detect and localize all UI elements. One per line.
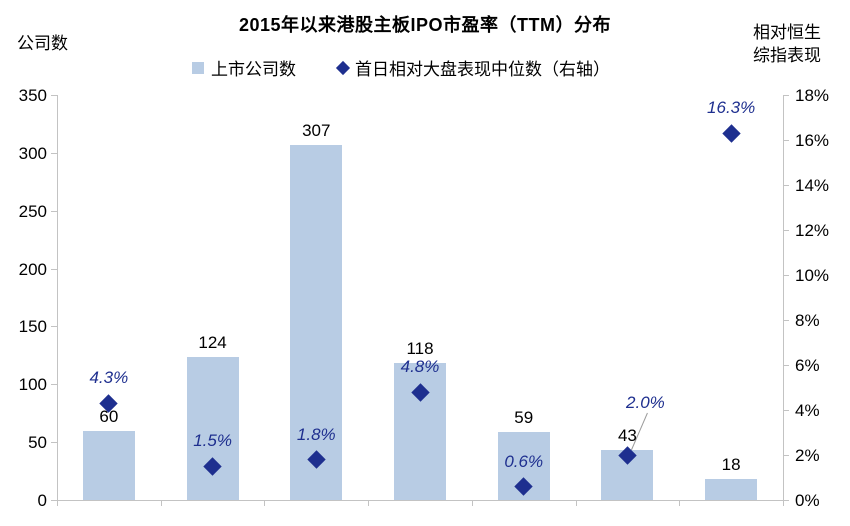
right-axis-tick-label: 8% (795, 311, 820, 330)
x-axis-tick (264, 500, 266, 506)
chart-title: 2015年以来港股主板IPO市盈率（TTM）分布 (238, 15, 612, 35)
diamond-value-label: 1.5% (193, 431, 232, 451)
left-axis-tick (51, 384, 57, 386)
legend-label-bars: 上市公司数 (211, 60, 296, 79)
diamond-value-label: 4.3% (89, 368, 129, 388)
left-axis-tick-label: 350 (18, 86, 47, 105)
right-axis-tick-label: 2% (795, 446, 820, 465)
x-axis-tick (471, 500, 473, 506)
diamond-value-label: 1.8% (296, 424, 336, 444)
bar-value-label: 307 (302, 120, 331, 140)
x-axis-tick (575, 500, 577, 506)
right-axis-tick-label: 16% (795, 131, 830, 150)
right-axis-tick (783, 320, 789, 321)
right-axis-title-line1: 相对恒生 (753, 23, 821, 42)
right-axis-tick-label: 0% (795, 491, 820, 510)
bar-series-swatch-icon (192, 61, 204, 74)
bar (82, 430, 135, 500)
bar-value-label: 43 (617, 426, 637, 446)
left-axis-tick (51, 210, 57, 212)
left-axis-line (57, 95, 58, 500)
right-axis-tick-label: 18% (795, 86, 830, 105)
diamond-value-label: 4.8% (400, 357, 440, 376)
bar (290, 144, 343, 500)
left-axis-tick-label: 150 (18, 317, 47, 337)
x-axis-tick (160, 500, 162, 506)
x-axis-tick (368, 500, 370, 506)
left-axis-tick-label: 300 (18, 143, 47, 163)
right-axis-tick (783, 185, 789, 186)
right-axis-title-line2: 综指表现 (753, 46, 821, 65)
right-axis-tick (783, 455, 789, 456)
bar-value-label: 124 (198, 332, 227, 352)
left-axis-tick (51, 152, 57, 154)
left-axis-tick-label: 100 (18, 375, 47, 395)
right-axis-title: 相对恒生 综指表现 (741, 21, 833, 67)
right-axis-tick (783, 365, 789, 366)
left-axis-tick-label: 0 (37, 491, 47, 510)
x-axis-tick (783, 500, 784, 506)
diamond-value-label: 0.6% (504, 451, 544, 471)
left-axis-tick (51, 442, 57, 444)
left-axis-tick (51, 500, 57, 501)
left-axis-tick-label: 250 (18, 201, 47, 221)
right-axis-tick (783, 140, 789, 141)
right-axis-tick-label: 14% (795, 176, 830, 195)
right-axis-tick-label: 10% (795, 266, 830, 285)
right-axis-tick (783, 410, 789, 411)
right-axis-tick-label: 6% (795, 356, 820, 375)
right-axis-tick-label: 4% (795, 401, 820, 420)
legend-item-listed-companies: 上市公司数 (192, 55, 296, 80)
left-axis-tick-label: 200 (18, 259, 47, 279)
legend-item-first-day-median: 首日相对大盘表现中位数（右轴） (335, 55, 610, 80)
data-point-diamond-icon (721, 124, 741, 143)
x-axis-line (57, 500, 783, 501)
x-axis-tick (57, 500, 58, 506)
bar (186, 356, 239, 500)
right-axis-tick (783, 500, 789, 501)
x-axis-tick (679, 500, 681, 506)
right-axis-line (783, 95, 784, 500)
legend: 上市公司数 首日相对大盘表现中位数（右轴） (192, 55, 610, 80)
left-axis-title: 公司数 (17, 34, 68, 53)
bar (705, 479, 758, 500)
diamond-value-label: 16.3% (707, 98, 756, 118)
left-axis-tick-label: 50 (28, 433, 47, 453)
right-axis-tick (783, 275, 789, 276)
diamond-value-label: 2.0% (626, 393, 665, 412)
bar-value-label: 18 (721, 455, 741, 475)
bar-value-label: 118 (406, 339, 434, 359)
left-axis-tick (51, 95, 57, 96)
right-axis-tick (783, 95, 789, 96)
bar-value-label: 59 (514, 407, 534, 427)
bar-value-label: 60 (99, 406, 119, 426)
right-axis-tick (783, 230, 789, 231)
left-axis-tick (51, 326, 57, 328)
legend-label-diamonds: 首日相对大盘表现中位数（右轴） (355, 60, 610, 79)
right-axis-tick-label: 12% (795, 221, 830, 240)
left-axis-tick (51, 268, 57, 270)
